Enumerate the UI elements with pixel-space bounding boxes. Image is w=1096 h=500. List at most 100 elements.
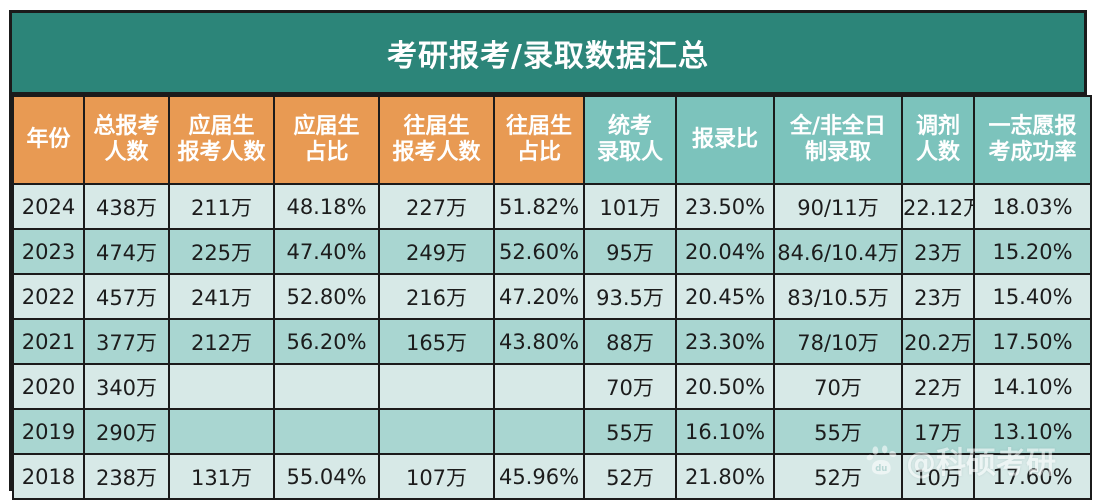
table-cell: 290万 xyxy=(83,408,170,455)
table-cell: 131万 xyxy=(168,453,275,500)
column-header-text: 应届生 占比 xyxy=(276,114,377,166)
table-cell: 20.50% xyxy=(675,363,775,410)
column-header-line2: 人数 xyxy=(915,140,960,165)
table-cell: 249万 xyxy=(378,228,495,275)
data-table-container: 考研报考/录取数据汇总 年份 总报考 人数 应届生 报考人数 应届生 占比 往届生 报考人数 往届… xyxy=(9,10,1092,500)
column-header-line2: 报考人数 xyxy=(392,140,481,165)
column-header-text: 往届生 占比 xyxy=(496,114,582,166)
table-cell: 340万 xyxy=(83,363,170,410)
column-header-line1: 一志愿报 xyxy=(988,114,1077,140)
page-title: 考研报考/录取数据汇总 xyxy=(387,38,709,74)
column-header-3: 应届生 占比 xyxy=(273,95,380,185)
table-body: 2024 438万 211万 48.18% 227万 51.82% 101万 23.50% 90… xyxy=(12,183,1092,500)
column-header-line2: 考成功率 xyxy=(988,140,1077,165)
table-cell xyxy=(273,363,380,410)
column-header-line1: 报录比 xyxy=(691,127,758,153)
table-row: 2020 340万 70万 20.50% 70万 22万 14.10% xyxy=(12,363,1092,410)
column-header-line2: 占比 xyxy=(304,140,349,165)
table-cell: 88万 xyxy=(583,318,677,365)
table-row: 2019 290万 55万 16.10% 55万 17万 13.10% xyxy=(12,408,1092,455)
table-cell: 90/11万 xyxy=(773,183,903,230)
table-cell xyxy=(168,408,275,455)
column-header-line1: 全/非全日 xyxy=(789,114,887,140)
table-cell: 95万 xyxy=(583,228,677,275)
table-cell: 457万 xyxy=(83,273,170,320)
table-cell: 52.60% xyxy=(493,228,585,275)
column-header-text: 调剂 人数 xyxy=(904,114,972,166)
column-header-text: 年份 xyxy=(15,127,82,153)
column-header-text: 一志愿报 考成功率 xyxy=(976,114,1089,166)
table-cell: 52.80% xyxy=(273,273,380,320)
column-header-line2: 录取人 xyxy=(596,140,663,165)
column-header-line2: 制录取 xyxy=(804,140,871,165)
column-header-line1: 应届生 xyxy=(293,114,360,140)
table-cell: 474万 xyxy=(83,228,170,275)
table-cell: 227万 xyxy=(378,183,495,230)
header-row: 年份 总报考 人数 应届生 报考人数 应届生 占比 往届生 报考人数 往届生 占比 统考 录取人 报录比全… xyxy=(12,95,1092,185)
column-header-line1: 统考 xyxy=(607,114,652,140)
column-header-8: 全/非全日 制录取 xyxy=(773,95,903,185)
column-header-text: 往届生 报考人数 xyxy=(381,114,492,166)
table-cell: 16.10% xyxy=(675,408,775,455)
column-header-text: 总报考 人数 xyxy=(86,114,167,166)
column-header-line1: 往届生 xyxy=(403,114,470,140)
column-header-line1: 调剂 xyxy=(915,114,960,140)
table-cell: 48.18% xyxy=(273,183,380,230)
table-cell: 438万 xyxy=(83,183,170,230)
table-cell: 216万 xyxy=(378,273,495,320)
column-header-line1: 总报考 xyxy=(93,114,160,140)
table-cell: 23.50% xyxy=(675,183,775,230)
table-cell: 107万 xyxy=(378,453,495,500)
cell-year: 2018 xyxy=(12,453,85,500)
table-cell: 84.6/10.4万 xyxy=(773,228,903,275)
table-cell: 225万 xyxy=(168,228,275,275)
table-cell: 43.80% xyxy=(493,318,585,365)
table-cell: 101万 xyxy=(583,183,677,230)
table-cell: 14.10% xyxy=(973,363,1092,410)
table-cell: 51.82% xyxy=(493,183,585,230)
table-cell: 238万 xyxy=(83,453,170,500)
table-cell: 17.60% xyxy=(973,453,1092,500)
table-cell: 377万 xyxy=(83,318,170,365)
cell-year: 2019 xyxy=(12,408,85,455)
table-cell: 47.20% xyxy=(493,273,585,320)
table-cell: 55.04% xyxy=(273,453,380,500)
table-title-bar: 考研报考/录取数据汇总 xyxy=(12,13,1084,95)
table-cell: 17.50% xyxy=(973,318,1092,365)
cell-year: 2022 xyxy=(12,273,85,320)
column-header-line1: 往届生 xyxy=(505,114,572,140)
column-header-line2: 报考人数 xyxy=(177,140,266,165)
table-cell: 47.40% xyxy=(273,228,380,275)
table-cell: 78/10万 xyxy=(773,318,903,365)
table-cell: 83/10.5万 xyxy=(773,273,903,320)
column-header-text: 应届生 报考人数 xyxy=(171,114,272,166)
table-cell: 15.20% xyxy=(973,228,1092,275)
table-cell: 23万 xyxy=(901,273,975,320)
column-header-text: 全/非全日 制录取 xyxy=(776,114,900,166)
column-header-4: 往届生 报考人数 xyxy=(378,95,495,185)
column-header-10: 一志愿报 考成功率 xyxy=(973,95,1092,185)
table-cell: 211万 xyxy=(168,183,275,230)
summary-table: 年份 总报考 人数 应届生 报考人数 应届生 占比 往届生 报考人数 往届生 占比 统考 录取人 报录比全… xyxy=(12,95,1092,500)
table-cell xyxy=(493,363,585,410)
table-row: 2024 438万 211万 48.18% 227万 51.82% 101万 23.50% 90… xyxy=(12,183,1092,230)
table-cell xyxy=(493,408,585,455)
table-row: 2022 457万 241万 52.80% 216万 47.20% 93.5万 20.45% 8… xyxy=(12,273,1092,320)
table-cell: 52万 xyxy=(773,453,903,500)
table-cell: 10万 xyxy=(901,453,975,500)
table-cell: 13.10% xyxy=(973,408,1092,455)
column-header-line1: 年份 xyxy=(26,127,71,153)
table-cell: 23.30% xyxy=(675,318,775,365)
table-row: 2021 377万 212万 56.20% 165万 43.80% 88万 23.30% 78/… xyxy=(12,318,1092,365)
table-cell xyxy=(273,408,380,455)
table-row: 2023 474万 225万 47.40% 249万 52.60% 95万 20.04% 84.… xyxy=(12,228,1092,275)
table-row: 2018 238万 131万 55.04% 107万 45.96% 52万 21.80% 52万… xyxy=(12,453,1092,500)
table-cell: 20.04% xyxy=(675,228,775,275)
table-cell: 70万 xyxy=(583,363,677,410)
table-cell: 20.45% xyxy=(675,273,775,320)
table-cell: 23万 xyxy=(901,228,975,275)
table-cell: 18.03% xyxy=(973,183,1092,230)
table-cell: 56.20% xyxy=(273,318,380,365)
table-cell: 241万 xyxy=(168,273,275,320)
column-header-text: 统考 录取人 xyxy=(586,114,674,166)
